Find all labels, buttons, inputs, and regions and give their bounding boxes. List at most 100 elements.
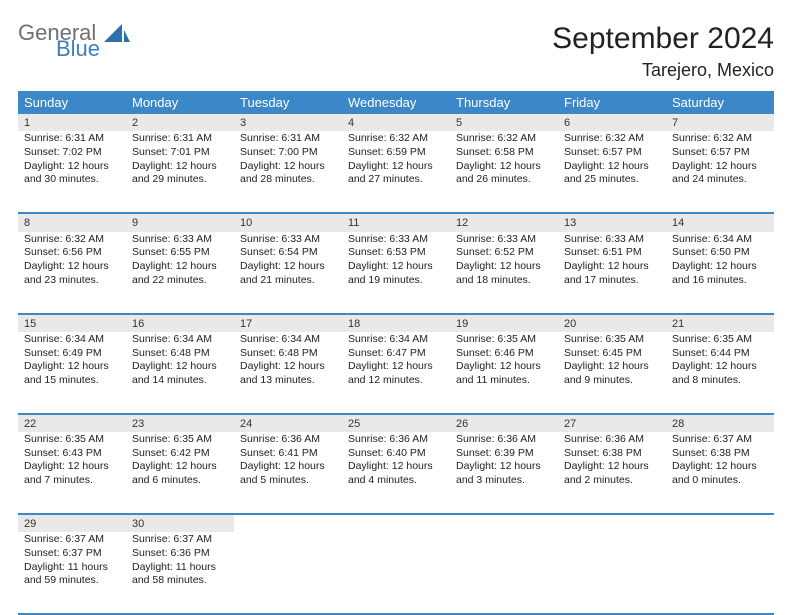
sunset: Sunset: 6:59 PM	[348, 146, 444, 160]
day-number	[234, 515, 342, 532]
sunrise: Sunrise: 6:34 AM	[24, 333, 120, 347]
day-number: 14	[666, 214, 774, 231]
sunrise: Sunrise: 6:32 AM	[348, 132, 444, 146]
title-block: September 2024 Tarejero, Mexico	[552, 22, 774, 81]
sunrise: Sunrise: 6:37 AM	[672, 433, 768, 447]
header: General Blue September 2024 Tarejero, Me…	[18, 22, 774, 81]
daylight: Daylight: 11 hours and 58 minutes.	[132, 561, 228, 588]
day-number: 22	[18, 415, 126, 432]
day-number	[342, 515, 450, 532]
weekday-header: Friday	[558, 91, 666, 114]
day-cell: Sunrise: 6:34 AMSunset: 6:48 PMDaylight:…	[234, 332, 342, 414]
sunrise: Sunrise: 6:33 AM	[564, 233, 660, 247]
weekday-header: Thursday	[450, 91, 558, 114]
sail-icon	[104, 24, 130, 44]
weekday-header: Sunday	[18, 91, 126, 114]
day-number: 12	[450, 214, 558, 231]
sunrise: Sunrise: 6:33 AM	[240, 233, 336, 247]
sunset: Sunset: 7:00 PM	[240, 146, 336, 160]
sunset: Sunset: 6:47 PM	[348, 347, 444, 361]
day-number: 29	[18, 515, 126, 532]
sunset: Sunset: 6:45 PM	[564, 347, 660, 361]
day-number: 9	[126, 214, 234, 231]
day-cell: Sunrise: 6:32 AMSunset: 6:56 PMDaylight:…	[18, 232, 126, 314]
daylight: Daylight: 12 hours and 29 minutes.	[132, 160, 228, 187]
day-cell: Sunrise: 6:35 AMSunset: 6:46 PMDaylight:…	[450, 332, 558, 414]
day-number: 25	[342, 415, 450, 432]
day-number: 15	[18, 315, 126, 332]
sunset: Sunset: 6:39 PM	[456, 447, 552, 461]
sunrise: Sunrise: 6:31 AM	[24, 132, 120, 146]
day-cell: Sunrise: 6:37 AMSunset: 6:37 PMDaylight:…	[18, 532, 126, 614]
daylight: Daylight: 12 hours and 7 minutes.	[24, 460, 120, 487]
sunset: Sunset: 7:02 PM	[24, 146, 120, 160]
sunset: Sunset: 6:57 PM	[672, 146, 768, 160]
daylight: Daylight: 12 hours and 13 minutes.	[240, 360, 336, 387]
sunrise: Sunrise: 6:34 AM	[672, 233, 768, 247]
sunrise: Sunrise: 6:36 AM	[456, 433, 552, 447]
day-cell: Sunrise: 6:34 AMSunset: 6:50 PMDaylight:…	[666, 232, 774, 314]
daylight: Daylight: 12 hours and 11 minutes.	[456, 360, 552, 387]
day-cell: Sunrise: 6:33 AMSunset: 6:53 PMDaylight:…	[342, 232, 450, 314]
day-cell: Sunrise: 6:32 AMSunset: 6:57 PMDaylight:…	[666, 131, 774, 213]
daylight: Daylight: 11 hours and 59 minutes.	[24, 561, 120, 588]
sunrise: Sunrise: 6:35 AM	[564, 333, 660, 347]
sunset: Sunset: 6:41 PM	[240, 447, 336, 461]
sunset: Sunset: 6:48 PM	[240, 347, 336, 361]
day-cell: Sunrise: 6:37 AMSunset: 6:36 PMDaylight:…	[126, 532, 234, 614]
day-number: 5	[450, 114, 558, 131]
day-number: 1	[18, 114, 126, 131]
daylight: Daylight: 12 hours and 15 minutes.	[24, 360, 120, 387]
day-number: 17	[234, 315, 342, 332]
day-cell	[666, 532, 774, 614]
sunset: Sunset: 6:38 PM	[672, 447, 768, 461]
sunset: Sunset: 6:55 PM	[132, 246, 228, 260]
day-number: 18	[342, 315, 450, 332]
daylight: Daylight: 12 hours and 28 minutes.	[240, 160, 336, 187]
sunset: Sunset: 6:37 PM	[24, 547, 120, 561]
sunset: Sunset: 6:36 PM	[132, 547, 228, 561]
sunrise: Sunrise: 6:32 AM	[564, 132, 660, 146]
daylight: Daylight: 12 hours and 8 minutes.	[672, 360, 768, 387]
weekday-header: Saturday	[666, 91, 774, 114]
daylight: Daylight: 12 hours and 22 minutes.	[132, 260, 228, 287]
day-number: 6	[558, 114, 666, 131]
sunrise: Sunrise: 6:34 AM	[240, 333, 336, 347]
sunrise: Sunrise: 6:32 AM	[672, 132, 768, 146]
sunrise: Sunrise: 6:33 AM	[348, 233, 444, 247]
daylight: Daylight: 12 hours and 2 minutes.	[564, 460, 660, 487]
day-cell: Sunrise: 6:35 AMSunset: 6:42 PMDaylight:…	[126, 432, 234, 514]
day-number: 10	[234, 214, 342, 231]
sunrise: Sunrise: 6:35 AM	[672, 333, 768, 347]
day-cell: Sunrise: 6:35 AMSunset: 6:45 PMDaylight:…	[558, 332, 666, 414]
sunset: Sunset: 6:38 PM	[564, 447, 660, 461]
day-number	[450, 515, 558, 532]
day-number: 8	[18, 214, 126, 231]
sunrise: Sunrise: 6:34 AM	[132, 333, 228, 347]
day-number: 16	[126, 315, 234, 332]
day-number: 4	[342, 114, 450, 131]
day-cell: Sunrise: 6:35 AMSunset: 6:43 PMDaylight:…	[18, 432, 126, 514]
logo: General Blue	[18, 22, 130, 60]
day-cell: Sunrise: 6:37 AMSunset: 6:38 PMDaylight:…	[666, 432, 774, 514]
calendar: SundayMondayTuesdayWednesdayThursdayFrid…	[18, 91, 774, 615]
day-number: 28	[666, 415, 774, 432]
sunrise: Sunrise: 6:33 AM	[456, 233, 552, 247]
day-cell: Sunrise: 6:36 AMSunset: 6:40 PMDaylight:…	[342, 432, 450, 514]
day-number: 23	[126, 415, 234, 432]
day-cell: Sunrise: 6:34 AMSunset: 6:49 PMDaylight:…	[18, 332, 126, 414]
sunrise: Sunrise: 6:32 AM	[456, 132, 552, 146]
sunset: Sunset: 7:01 PM	[132, 146, 228, 160]
daylight: Daylight: 12 hours and 24 minutes.	[672, 160, 768, 187]
day-number: 13	[558, 214, 666, 231]
daylight: Daylight: 12 hours and 6 minutes.	[132, 460, 228, 487]
day-cell	[342, 532, 450, 614]
sunrise: Sunrise: 6:35 AM	[132, 433, 228, 447]
day-cell: Sunrise: 6:31 AMSunset: 7:02 PMDaylight:…	[18, 131, 126, 213]
day-number: 30	[126, 515, 234, 532]
daylight: Daylight: 12 hours and 9 minutes.	[564, 360, 660, 387]
sunset: Sunset: 6:48 PM	[132, 347, 228, 361]
day-number	[558, 515, 666, 532]
sunset: Sunset: 6:40 PM	[348, 447, 444, 461]
weekday-header-row: SundayMondayTuesdayWednesdayThursdayFrid…	[18, 91, 774, 114]
